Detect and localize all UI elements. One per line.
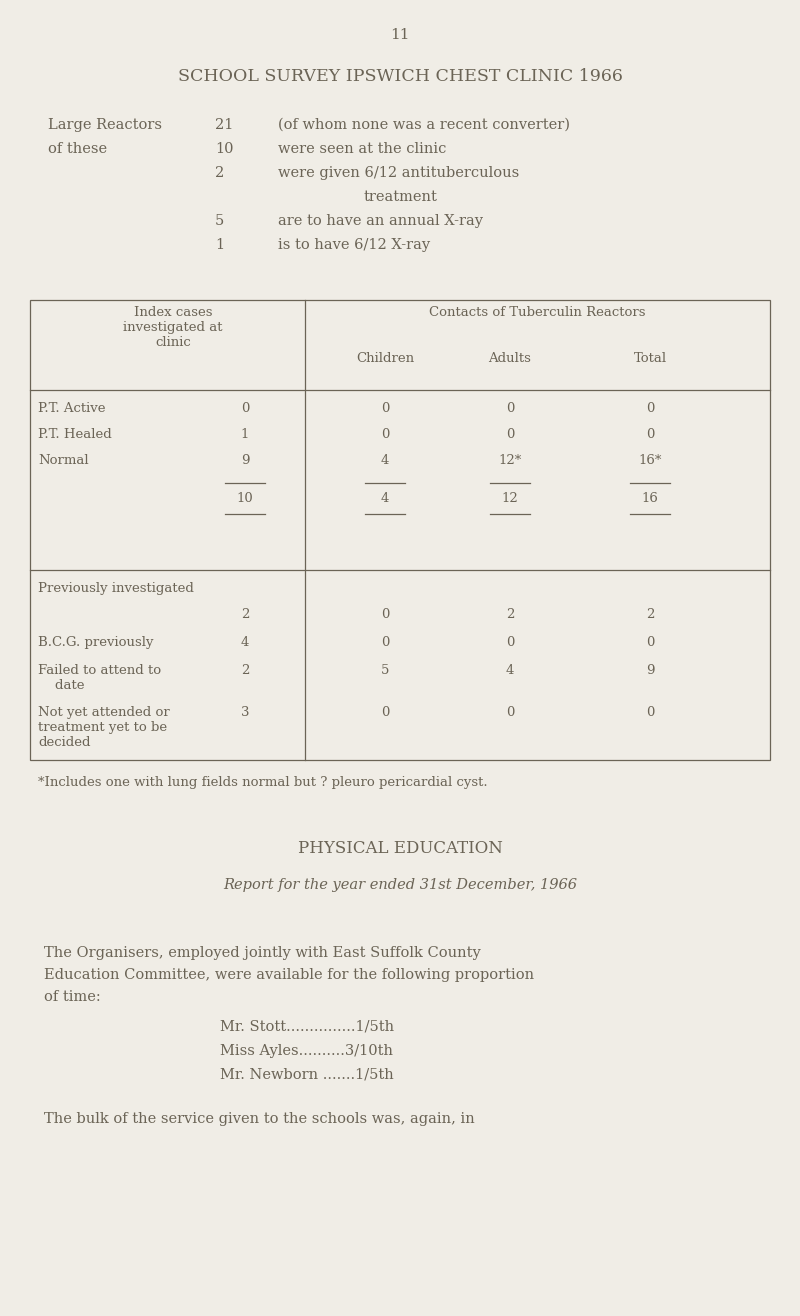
Text: Miss Ayles..........3/10th: Miss Ayles..........3/10th — [220, 1044, 393, 1058]
Text: 21: 21 — [215, 118, 234, 132]
Text: The bulk of the service given to the schools was, again, in: The bulk of the service given to the sch… — [44, 1112, 474, 1126]
Text: P.T. Active: P.T. Active — [38, 401, 106, 415]
Text: Previously investigated: Previously investigated — [38, 582, 194, 595]
Text: PHYSICAL EDUCATION: PHYSICAL EDUCATION — [298, 840, 502, 857]
Text: 0: 0 — [506, 401, 514, 415]
Text: 0: 0 — [381, 705, 389, 719]
Text: 5: 5 — [215, 215, 224, 228]
Text: 0: 0 — [506, 636, 514, 649]
Text: (of whom none was a recent converter): (of whom none was a recent converter) — [278, 118, 570, 132]
Text: Mr. Stott...............1/5th: Mr. Stott...............1/5th — [220, 1020, 394, 1034]
Text: Normal: Normal — [38, 454, 89, 467]
Text: Children: Children — [356, 351, 414, 365]
Text: 0: 0 — [646, 636, 654, 649]
Text: 1: 1 — [215, 238, 224, 251]
Text: 2: 2 — [241, 665, 249, 676]
Text: 16: 16 — [642, 492, 658, 505]
Text: 2: 2 — [215, 166, 224, 180]
Text: Large Reactors: Large Reactors — [48, 118, 162, 132]
Text: Contacts of Tuberculin Reactors: Contacts of Tuberculin Reactors — [430, 307, 646, 318]
Text: 10: 10 — [237, 492, 254, 505]
Text: 0: 0 — [381, 428, 389, 441]
Text: is to have 6/12 X-ray: is to have 6/12 X-ray — [278, 238, 430, 251]
Text: 4: 4 — [241, 636, 249, 649]
Text: 4: 4 — [381, 454, 389, 467]
Text: 0: 0 — [381, 401, 389, 415]
Text: Index cases
investigated at
clinic: Index cases investigated at clinic — [123, 307, 222, 349]
Text: 0: 0 — [646, 401, 654, 415]
Text: 0: 0 — [381, 608, 389, 621]
Text: 11: 11 — [390, 28, 410, 42]
Text: of these: of these — [48, 142, 107, 157]
Text: 0: 0 — [506, 428, 514, 441]
Text: 0: 0 — [646, 428, 654, 441]
Text: 4: 4 — [381, 492, 389, 505]
Text: Failed to attend to
    date: Failed to attend to date — [38, 665, 161, 692]
Text: 2: 2 — [646, 608, 654, 621]
Text: 0: 0 — [381, 636, 389, 649]
Text: 12*: 12* — [498, 454, 522, 467]
Text: 5: 5 — [381, 665, 389, 676]
Text: 12: 12 — [502, 492, 518, 505]
Text: were seen at the clinic: were seen at the clinic — [278, 142, 446, 157]
Text: *Includes one with lung fields normal but ? pleuro pericardial cyst.: *Includes one with lung fields normal bu… — [38, 776, 488, 790]
Text: P.T. Healed: P.T. Healed — [38, 428, 112, 441]
Text: Education Committee, were available for the following proportion: Education Committee, were available for … — [44, 969, 534, 982]
Text: Report for the year ended 31st December, 1966: Report for the year ended 31st December,… — [223, 878, 577, 892]
Text: 9: 9 — [241, 454, 250, 467]
Text: of time:: of time: — [44, 990, 101, 1004]
Text: are to have an annual X-ray: are to have an annual X-ray — [278, 215, 483, 228]
Bar — [30, 300, 770, 761]
Text: 0: 0 — [506, 705, 514, 719]
Text: Mr. Newborn .......1/5th: Mr. Newborn .......1/5th — [220, 1069, 394, 1082]
Text: 1: 1 — [241, 428, 249, 441]
Text: 10: 10 — [215, 142, 234, 157]
Text: 0: 0 — [241, 401, 249, 415]
Text: 4: 4 — [506, 665, 514, 676]
Text: B.C.G. previously: B.C.G. previously — [38, 636, 154, 649]
Text: SCHOOL SURVEY IPSWICH CHEST CLINIC 1966: SCHOOL SURVEY IPSWICH CHEST CLINIC 1966 — [178, 68, 622, 86]
Text: Total: Total — [634, 351, 666, 365]
Text: 2: 2 — [241, 608, 249, 621]
Text: 0: 0 — [646, 705, 654, 719]
Text: treatment: treatment — [363, 190, 437, 204]
Text: were given 6/12 antituberculous: were given 6/12 antituberculous — [278, 166, 519, 180]
Text: 2: 2 — [506, 608, 514, 621]
Text: Not yet attended or
treatment yet to be
decided: Not yet attended or treatment yet to be … — [38, 705, 170, 749]
Text: 16*: 16* — [638, 454, 662, 467]
Text: 3: 3 — [241, 705, 250, 719]
Text: The Organisers, employed jointly with East Suffolk County: The Organisers, employed jointly with Ea… — [44, 946, 481, 959]
Text: Adults: Adults — [489, 351, 531, 365]
Text: 9: 9 — [646, 665, 654, 676]
